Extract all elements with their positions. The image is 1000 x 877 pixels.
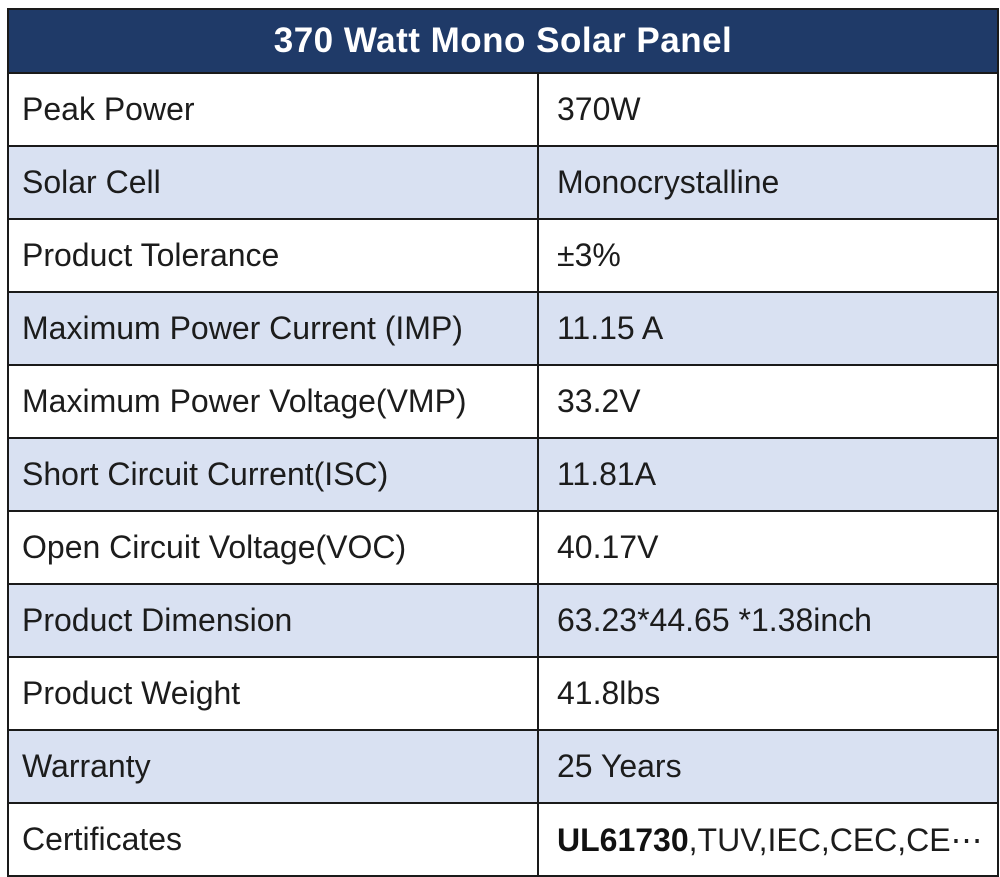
- spec-value: 63.23*44.65 *1.38inch: [536, 583, 1000, 658]
- spec-label: Warranty: [7, 729, 539, 804]
- spec-value: 40.17V: [536, 510, 1000, 585]
- spec-label: Maximum Power Voltage(VMP): [7, 364, 539, 439]
- spec-label: Peak Power: [7, 72, 539, 147]
- spec-value: 11.81A: [536, 437, 1000, 512]
- spec-value: 370W: [536, 72, 1000, 147]
- spec-value: 25 Years: [536, 729, 1000, 804]
- spec-label: Open Circuit Voltage(VOC): [7, 510, 539, 585]
- table-title: 370 Watt Mono Solar Panel: [6, 8, 1000, 74]
- spec-sheet: 370 Watt Mono Solar Panel Peak Power 370…: [6, 8, 1000, 877]
- table-row: Certificates UL61730,TUV,IEC,CEC,CE⋯: [7, 802, 1000, 877]
- table-row: Maximum Power Voltage(VMP) 33.2V: [7, 364, 1000, 439]
- spec-label: Product Dimension: [7, 583, 539, 658]
- spec-label: Short Circuit Current(ISC): [7, 437, 539, 512]
- spec-label: Product Weight: [7, 656, 539, 731]
- spec-label: Certificates: [7, 802, 539, 877]
- spec-value-bold: UL61730: [557, 821, 689, 858]
- table-row: Product Dimension 63.23*44.65 *1.38inch: [7, 583, 1000, 658]
- spec-value: 11.15 A: [536, 291, 1000, 366]
- spec-value: UL61730,TUV,IEC,CEC,CE⋯: [536, 802, 1000, 877]
- spec-value-rest: ,TUV,IEC,CEC,CE⋯: [688, 821, 983, 858]
- table-row: Warranty 25 Years: [7, 729, 1000, 804]
- spec-value: 33.2V: [536, 364, 1000, 439]
- spec-label: Maximum Power Current (IMP): [7, 291, 539, 366]
- table-row: Peak Power 370W: [7, 72, 1000, 147]
- spec-table: 370 Watt Mono Solar Panel Peak Power 370…: [6, 8, 1000, 877]
- table-row: Product Tolerance ±3%: [7, 218, 1000, 293]
- table-row: Solar Cell Monocrystalline: [7, 145, 1000, 220]
- table-header-row: 370 Watt Mono Solar Panel: [6, 8, 1000, 74]
- spec-value: 41.8lbs: [536, 656, 1000, 731]
- spec-value: Monocrystalline: [536, 145, 1000, 220]
- table-row: Product Weight 41.8lbs: [7, 656, 1000, 731]
- table-row: Short Circuit Current(ISC) 11.81A: [7, 437, 1000, 512]
- spec-label: Product Tolerance: [7, 218, 539, 293]
- spec-label: Solar Cell: [7, 145, 539, 220]
- table-row: Maximum Power Current (IMP) 11.15 A: [7, 291, 1000, 366]
- table-row: Open Circuit Voltage(VOC) 40.17V: [7, 510, 1000, 585]
- spec-value: ±3%: [536, 218, 1000, 293]
